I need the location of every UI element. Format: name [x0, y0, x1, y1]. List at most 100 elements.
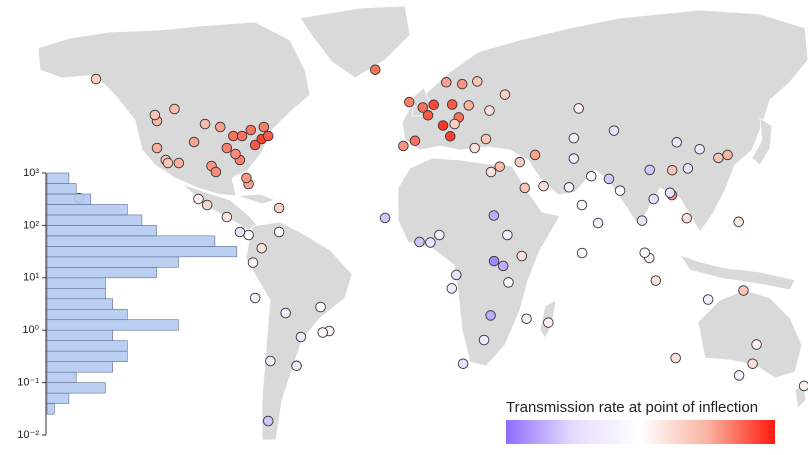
location-point — [409, 135, 421, 147]
location-point — [502, 229, 513, 241]
location-point — [236, 130, 248, 142]
histogram-bar — [46, 392, 70, 404]
location-point — [258, 121, 270, 133]
colorbar-title: Transmission rate at point of inflection — [506, 399, 758, 416]
location-point — [519, 182, 531, 194]
greenland — [299, 5, 411, 79]
histogram-bar — [46, 193, 92, 205]
location-point — [702, 294, 714, 305]
location-point — [215, 121, 226, 133]
location-point — [733, 370, 745, 381]
location-point — [485, 310, 496, 321]
location-point — [241, 172, 252, 184]
location-point — [291, 360, 302, 372]
location-point — [249, 139, 261, 151]
location-point — [488, 255, 500, 267]
location-point — [494, 161, 505, 172]
location-point — [472, 76, 483, 87]
histogram-bar — [46, 340, 128, 352]
location-point — [404, 96, 415, 108]
location-point — [273, 202, 285, 214]
location-point — [644, 164, 655, 176]
points-layer — [73, 64, 808, 427]
location-point — [488, 210, 500, 221]
location-point — [188, 136, 200, 148]
africa — [397, 157, 561, 367]
histogram-bar — [46, 277, 106, 289]
location-point — [446, 283, 458, 294]
location-point — [449, 118, 460, 130]
location-point — [221, 142, 233, 154]
histogram-bar — [46, 214, 143, 226]
location-point — [480, 133, 492, 145]
location-point — [199, 118, 211, 130]
location-point — [437, 120, 449, 131]
histogram-bar — [46, 256, 179, 268]
location-point — [636, 215, 648, 226]
location-point — [234, 226, 246, 238]
location-point — [514, 156, 526, 168]
location-point — [417, 102, 429, 113]
location-point — [608, 125, 620, 136]
location-point — [664, 187, 676, 198]
histogram-bar — [46, 361, 113, 373]
histogram-bar — [46, 319, 179, 331]
location-point — [499, 89, 511, 100]
histogram-bar — [46, 382, 106, 394]
location-point — [151, 142, 163, 154]
location-point — [648, 193, 659, 205]
location-point — [694, 143, 705, 155]
location-point — [576, 199, 588, 211]
location-point — [722, 149, 733, 161]
histogram-bar — [46, 403, 55, 415]
location-point — [733, 216, 744, 228]
location-point — [484, 105, 495, 116]
location-point — [681, 212, 693, 224]
histogram-inset: 10³ 10² 10¹ 10⁰ 10⁻¹ 10⁻² — [17, 167, 238, 441]
location-point — [798, 380, 808, 392]
histogram-bar — [46, 246, 238, 258]
location-point — [603, 173, 615, 185]
histogram-bar — [46, 287, 106, 300]
indonesia — [679, 254, 796, 291]
location-point — [428, 99, 439, 111]
japan — [751, 117, 773, 166]
histogram-bar — [46, 371, 77, 383]
histogram-bar — [46, 298, 113, 310]
location-point — [682, 163, 694, 174]
histogram-bar — [46, 204, 128, 216]
location-point — [445, 131, 456, 142]
location-point — [478, 334, 490, 346]
location-point — [295, 331, 307, 343]
y-tick-label: 10¹ — [23, 272, 39, 284]
location-point — [485, 166, 497, 178]
location-point — [568, 132, 580, 144]
location-point — [573, 103, 584, 114]
location-point — [273, 226, 285, 238]
location-point — [247, 257, 259, 268]
histogram-bar — [46, 172, 70, 184]
location-point — [228, 130, 239, 142]
location-point — [576, 247, 588, 259]
y-tick-label: 10⁻¹ — [17, 377, 39, 389]
location-point — [747, 358, 758, 369]
location-point — [414, 236, 425, 248]
location-point — [503, 277, 514, 288]
location-point — [456, 78, 468, 90]
location-point — [173, 157, 185, 169]
location-point — [666, 164, 678, 176]
location-point — [713, 152, 724, 164]
location-point — [446, 99, 458, 110]
location-point — [422, 110, 434, 121]
location-point — [201, 199, 213, 211]
location-point — [614, 185, 626, 196]
location-point — [230, 148, 241, 160]
location-point — [469, 142, 480, 154]
location-point — [451, 269, 462, 281]
location-point — [538, 180, 549, 192]
south-america — [245, 221, 353, 441]
location-point — [497, 260, 509, 272]
location-point — [568, 153, 580, 164]
location-point — [265, 355, 276, 367]
